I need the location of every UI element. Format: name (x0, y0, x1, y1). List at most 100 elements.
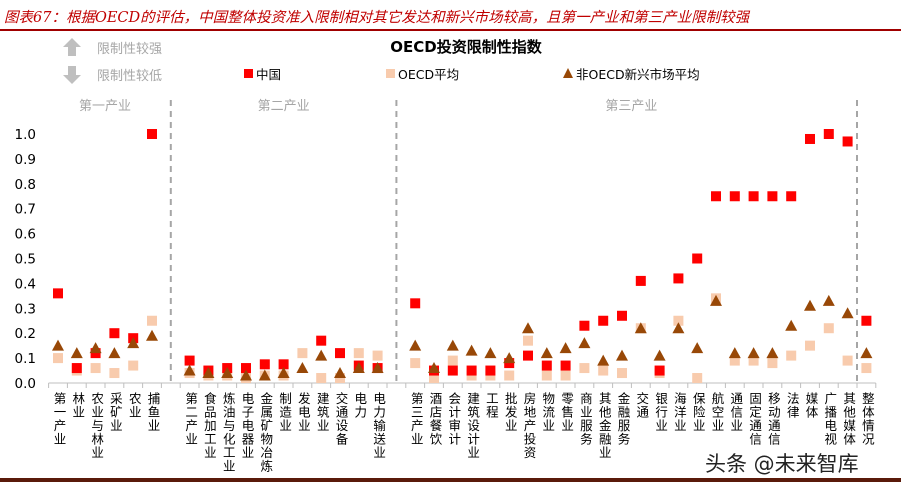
x-tick-label: 酒店餐饮 (428, 392, 443, 446)
data-point-non-oecd (785, 319, 798, 331)
x-tick-label: 交通 (634, 391, 649, 419)
data-point-non-oecd (484, 347, 497, 359)
y-tick-label: 0.7 (15, 202, 36, 218)
data-point-oecd (147, 315, 157, 326)
data-point-oecd (560, 370, 571, 381)
y-tick-label: 0.6 (15, 227, 36, 243)
x-tick-label: 航空业 (710, 391, 725, 433)
y-tick-label: 0.4 (15, 276, 36, 292)
data-point-oecd (353, 348, 364, 359)
group-label: 第二产业 (258, 99, 310, 114)
data-point-china (541, 360, 552, 371)
group-label: 第一产业 (79, 99, 131, 114)
data-point-non-oecd (146, 329, 158, 341)
chart-title: OECD投资限制性指数 (390, 38, 542, 56)
y-tick-label: 1.0 (15, 127, 36, 143)
x-tick-label: 食品加工业 (202, 391, 217, 460)
data-point-non-oecd (52, 339, 64, 351)
data-point-non-oecd (428, 362, 440, 374)
legend-label: 中国 (256, 67, 281, 82)
data-point-china (53, 288, 63, 299)
data-point-china (823, 129, 834, 139)
x-tick-label: 农业与林业 (89, 392, 104, 460)
data-point-china (748, 191, 759, 202)
data-point-oecd (372, 350, 383, 361)
data-point-oecd (748, 355, 759, 366)
bottom-divider (0, 478, 901, 482)
x-tick-label: 建筑业 (315, 392, 330, 433)
data-point-oecd (729, 355, 740, 366)
x-tick-label: 法律 (785, 392, 800, 419)
data-point-oecd (53, 353, 63, 364)
x-tick-label: 林业 (70, 392, 85, 419)
data-point-china (729, 191, 740, 202)
data-point-oecd (861, 363, 872, 374)
x-tick-label: 保险业 (691, 392, 706, 433)
data-point-non-oecd (559, 342, 572, 354)
data-point-china (316, 335, 327, 346)
x-tick-label: 会计审计 (446, 392, 461, 446)
data-point-non-oecd (672, 322, 685, 334)
data-point-non-oecd (766, 347, 779, 359)
data-point-non-oecd (841, 307, 854, 319)
data-point-china (767, 191, 778, 202)
data-point-china (711, 191, 721, 202)
y-tick-label: 0.9 (15, 152, 36, 168)
x-tick-label: 商业服务 (578, 391, 593, 446)
legend-label: OECD平均 (398, 67, 459, 82)
data-point-non-oecd (240, 369, 252, 381)
data-point-china (147, 129, 157, 139)
data-point-non-oecd (653, 349, 666, 361)
x-tick-label: 电力 (352, 392, 367, 419)
data-point-oecd (617, 368, 627, 379)
data-point-non-oecd (409, 339, 422, 351)
x-tick-label: 其他金融业 (597, 392, 612, 460)
y-tick-label: 0.5 (15, 252, 36, 268)
x-tick-label: 采矿业 (108, 392, 123, 433)
data-point-non-oecd (108, 347, 121, 359)
y-tick-label: 0.0 (15, 376, 36, 392)
data-point-non-oecd (804, 299, 816, 311)
x-tick-label: 第一产业 (52, 392, 67, 446)
data-point-oecd (504, 370, 515, 381)
x-tick-label: 第二产业 (183, 392, 198, 446)
x-tick-label: 批发业 (503, 391, 518, 433)
data-point-china (71, 363, 82, 374)
caption-divider (0, 29, 901, 31)
data-point-china (842, 136, 853, 147)
arrow-up-icon (63, 38, 81, 56)
data-point-non-oecd (296, 362, 309, 374)
data-point-non-oecd (352, 362, 365, 374)
data-point-oecd (90, 363, 101, 374)
legend-marker (244, 69, 253, 78)
x-tick-label: 农业 (127, 392, 142, 419)
x-tick-label: 移动通信 (766, 392, 781, 446)
x-tick-label: 电力输送业 (371, 392, 386, 460)
data-point-non-oecd (540, 347, 553, 359)
data-point-non-oecd (183, 364, 196, 376)
annotation-up: 限制性较强 (97, 42, 162, 57)
x-tick-label: 发电业 (296, 391, 311, 433)
x-tick-label: 工程 (484, 392, 499, 419)
data-point-china (579, 320, 590, 331)
x-tick-label: 通信业 (728, 392, 743, 433)
data-point-oecd (109, 368, 120, 379)
legend-marker (563, 68, 573, 78)
data-point-china (617, 310, 627, 321)
y-tick-label: 0.8 (15, 177, 36, 193)
data-point-non-oecd (315, 349, 328, 361)
data-point-oecd (805, 340, 815, 351)
x-tick-label: 媒体 (804, 392, 819, 419)
x-tick-label: 海洋业 (672, 391, 687, 433)
data-point-china (635, 275, 646, 286)
x-tick-label: 建筑设计业 (465, 392, 480, 460)
data-point-non-oecd (277, 367, 290, 379)
data-point-oecd (429, 373, 439, 384)
y-tick-label: 0.2 (15, 326, 36, 342)
y-tick-label: 0.3 (15, 301, 36, 317)
figure-caption: 图表67：根据OECD的评估，中国整体投资准入限制相对其它发达和新兴市场较高，且… (4, 10, 750, 26)
watermark: 头条 @未来智库 (705, 452, 859, 476)
data-point-china (861, 315, 872, 326)
data-point-non-oecd (597, 354, 610, 366)
